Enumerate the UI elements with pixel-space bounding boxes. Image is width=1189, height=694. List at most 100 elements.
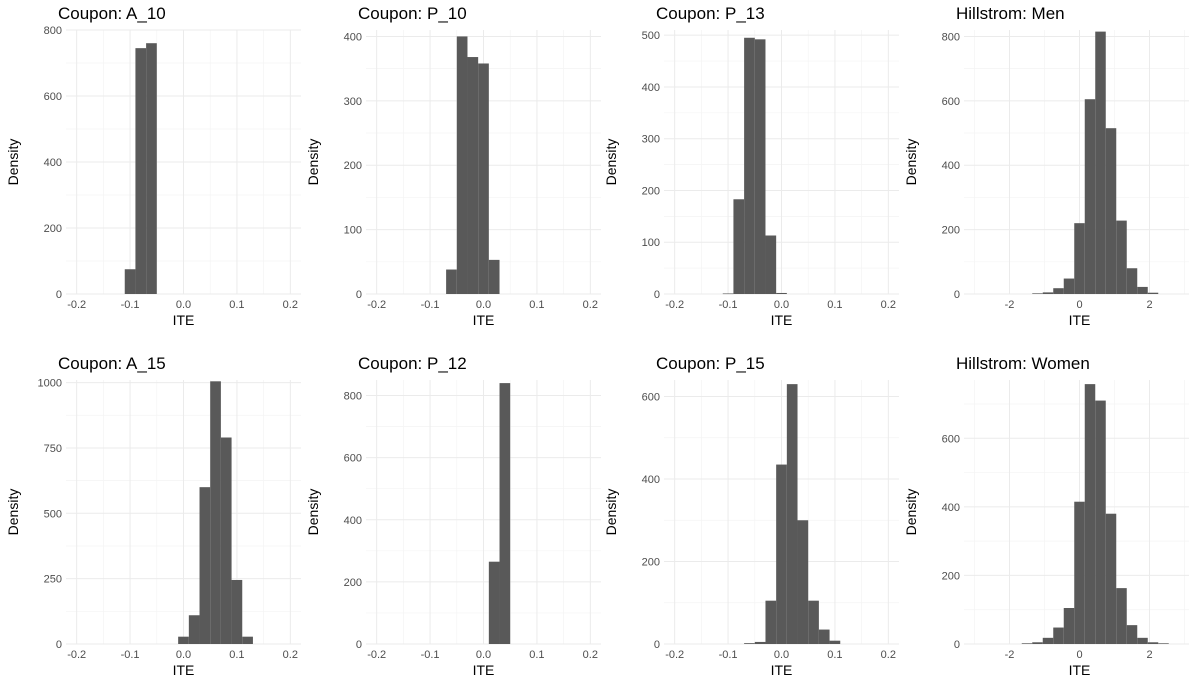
x-tick-label: -0.2 [67, 649, 86, 661]
histogram-bar [744, 643, 755, 644]
histogram-panel: Hillstrom: Women -2 0 2 0 200 400 600 ITE Density [903, 350, 1189, 694]
y-axis-title: Density [603, 489, 619, 536]
x-tick-label: 0 [1076, 649, 1082, 661]
histogram-bar [456, 36, 468, 294]
x-tick-label: -0.1 [421, 299, 440, 311]
histogram-bar [1032, 642, 1043, 644]
histogram-bar [797, 520, 809, 644]
x-tick-label: -0.2 [665, 649, 684, 661]
x-tick-label: 0.0 [476, 299, 491, 311]
histogram-bar [446, 269, 457, 294]
x-tick-label: 0.0 [774, 299, 789, 311]
y-tick-label: 0 [56, 289, 62, 301]
y-tick-label: 400 [642, 82, 660, 94]
y-axis-title: Density [305, 139, 321, 186]
y-axis-title: Density [305, 489, 321, 536]
histogram-bar [765, 235, 777, 294]
histogram-panel: Coupon: P_10 -0.2 -0.1 0.0 0.1 0.2 0 100 200 300 4… [305, 0, 603, 344]
x-axis-title: ITE [771, 662, 793, 678]
histogram-bar [1095, 31, 1106, 295]
y-tick-label: 600 [344, 453, 362, 465]
y-tick-label: 200 [344, 577, 362, 589]
x-tick-label: 0.0 [176, 299, 191, 311]
y-tick-label: 200 [344, 160, 362, 172]
x-tick-label: 0.0 [176, 649, 191, 661]
histogram-svg: -2 0 2 0 200 400 600 ITE Density [903, 380, 1189, 678]
histogram-bar [1074, 501, 1085, 644]
x-tick-label: 0.1 [827, 299, 842, 311]
x-tick-label: -0.2 [665, 299, 684, 311]
histogram-panel: Coupon: A_10 -0.2 -0.1 0.0 0.1 0.2 0 200 400 600 8… [5, 0, 303, 344]
x-tick-label: 0.2 [881, 649, 896, 661]
histogram-svg: -0.2 -0.1 0.0 0.1 0.2 0 250 500 750 1000 ITE Densit… [5, 378, 301, 678]
y-tick-label: 0 [954, 639, 960, 651]
histogram-bar [1021, 643, 1033, 644]
histogram-bar [188, 615, 200, 644]
histogram-bar [1042, 292, 1054, 294]
histogram-bar [1042, 637, 1054, 644]
histogram-svg: -0.2 -0.1 0.0 0.1 0.2 0 100 200 300 400 500 ITE Dens… [603, 30, 899, 328]
x-tick-label: -2 [1005, 299, 1015, 311]
y-axis-title: Density [5, 489, 21, 536]
histogram-bar [1147, 642, 1159, 644]
y-tick-label: 0 [654, 289, 660, 301]
histogram-bar [1074, 223, 1085, 294]
histogram-panel: Coupon: P_13 -0.2 -0.1 0.0 0.1 0.2 0 100 200 300 4… [603, 0, 901, 344]
y-tick-label: 500 [642, 30, 660, 42]
y-tick-label: 400 [44, 157, 62, 169]
x-tick-label: 0.1 [229, 649, 244, 661]
histogram-bar [776, 464, 787, 644]
y-tick-label: 400 [642, 474, 660, 486]
x-tick-label: -2 [1005, 649, 1015, 661]
histogram-bar [733, 199, 745, 294]
x-tick-label: 0.2 [583, 299, 598, 311]
y-tick-label: 200 [44, 223, 62, 235]
y-axis-title: Density [903, 489, 919, 536]
histogram-bar [488, 259, 500, 294]
histogram-bar [1063, 608, 1075, 644]
histogram-panel: Coupon: A_15 -0.2 -0.1 0.0 0.1 0.2 0 250 500 750 1… [5, 350, 303, 694]
histogram-bar [1126, 625, 1138, 644]
histogram-bar [1116, 588, 1127, 644]
x-axis-title: ITE [771, 312, 793, 328]
x-tick-label: -0.1 [719, 299, 738, 311]
y-tick-label: 0 [654, 639, 660, 651]
histogram-svg: -0.2 -0.1 0.0 0.1 0.2 0 200 400 600 800 ITE Density [305, 380, 601, 678]
histogram-svg: -0.2 -0.1 0.0 0.1 0.2 0 200 400 600 ITE Density [603, 380, 899, 678]
histogram-bar [1105, 513, 1117, 644]
histogram-bar [1084, 384, 1096, 644]
histogram-bar [754, 39, 766, 295]
x-axis-title: ITE [173, 312, 195, 328]
histogram-bar [1137, 637, 1148, 644]
x-tick-label: 2 [1146, 649, 1152, 661]
y-tick-label: 400 [344, 515, 362, 527]
histogram-bar [146, 43, 157, 295]
x-tick-label: 0.1 [529, 299, 544, 311]
y-tick-label: 0 [356, 289, 362, 301]
histogram-bar [1084, 99, 1096, 294]
histogram-bar [1126, 268, 1138, 294]
panel-title: Coupon: A_15 [58, 354, 166, 373]
x-tick-label: 0.2 [583, 649, 598, 661]
histogram-panel: Coupon: P_15 -0.2 -0.1 0.0 0.1 0.2 0 200 400 600 I… [603, 350, 901, 694]
x-tick-label: 0.2 [283, 649, 298, 661]
histogram-bar [808, 600, 819, 644]
y-tick-label: 200 [942, 225, 960, 237]
y-axis-title: Density [603, 139, 619, 186]
x-tick-label: -0.1 [121, 299, 140, 311]
x-tick-label: 0 [1076, 299, 1082, 311]
histogram-bar [1063, 278, 1075, 294]
histogram-bar [220, 437, 232, 644]
y-tick-label: 100 [344, 225, 362, 237]
x-tick-label: 0.2 [881, 299, 896, 311]
y-tick-label: 200 [642, 557, 660, 569]
y-tick-label: 0 [356, 639, 362, 651]
histogram-svg: -0.2 -0.1 0.0 0.1 0.2 0 100 200 300 400 ITE Density [305, 30, 601, 328]
x-tick-label: -0.2 [367, 299, 386, 311]
x-tick-label: 0.2 [283, 299, 298, 311]
y-axis-title: Density [5, 139, 21, 186]
y-tick-label: 1000 [38, 378, 62, 390]
panel-title: Coupon: P_10 [358, 4, 467, 23]
y-tick-label: 600 [942, 96, 960, 108]
